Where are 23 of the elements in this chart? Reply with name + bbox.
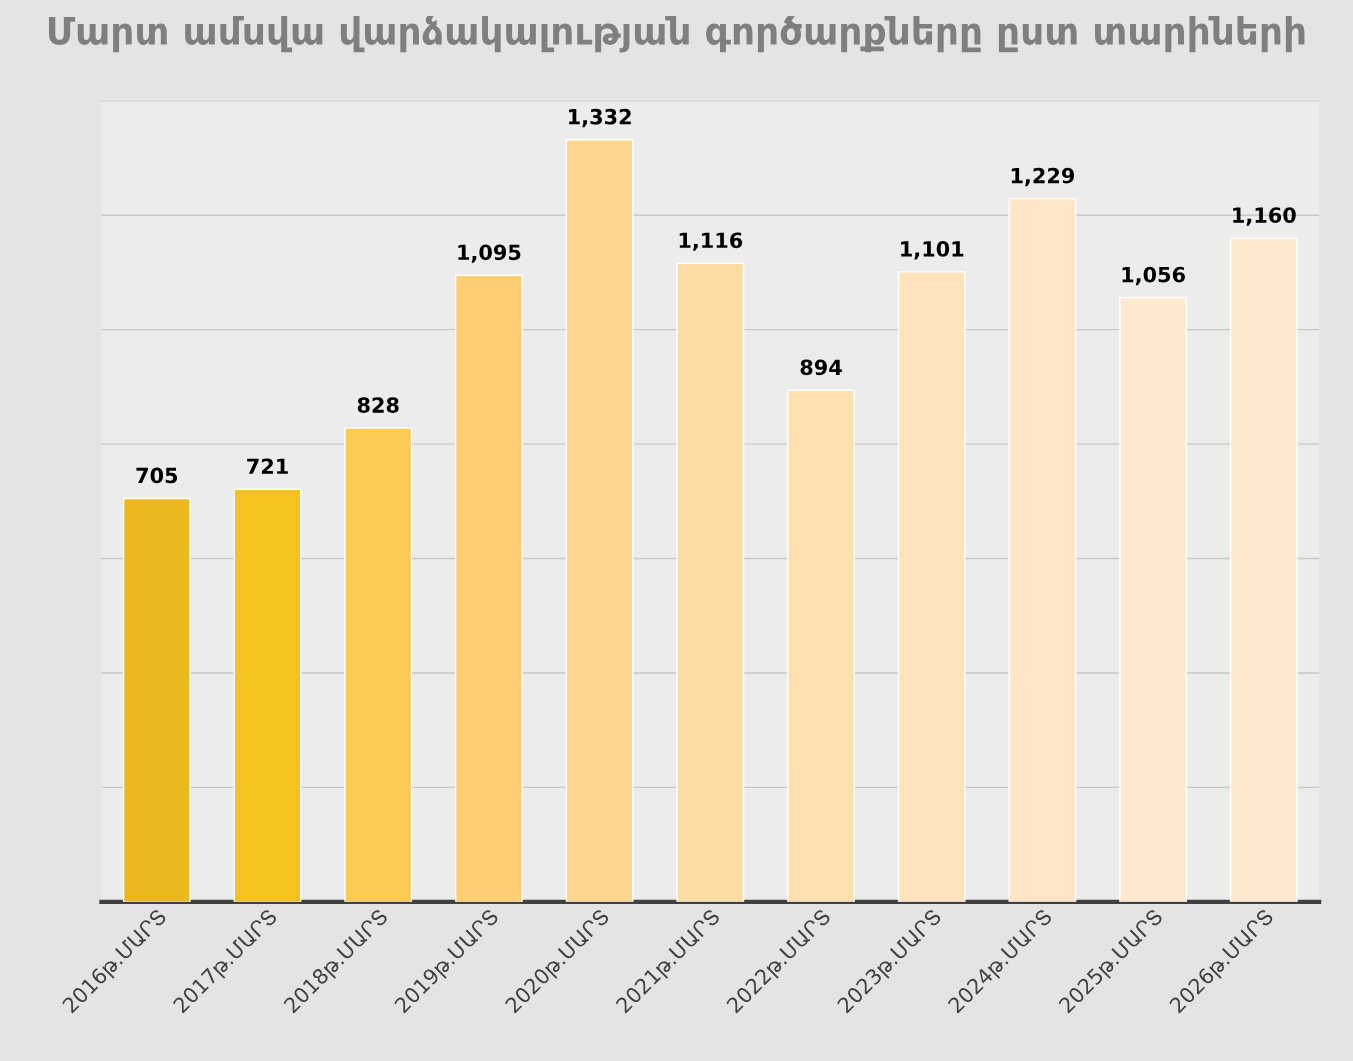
chart-title: Մարտ ամսվա վարձակալության գործարքները ըստ տարիների: [48, 15, 1305, 53]
bar: [455, 274, 523, 902]
bar: [1229, 237, 1298, 902]
bar: [676, 262, 745, 902]
data-label: 705: [136, 467, 178, 484]
bar: [787, 389, 855, 902]
bar: [897, 271, 966, 902]
bar: [565, 139, 634, 902]
data-label: 1,332: [569, 108, 631, 128]
bar: [1008, 197, 1077, 902]
data-label: 1,116: [679, 232, 743, 251]
data-label: 1,095: [458, 244, 521, 263]
data-label: 894: [800, 359, 842, 376]
data-label: 1,229: [1011, 167, 1075, 187]
bar: [344, 427, 413, 902]
data-label: 721: [247, 458, 288, 474]
bar: [122, 497, 191, 902]
data-label: 828: [357, 397, 399, 413]
data-label: 1,056: [1122, 266, 1185, 286]
data-label: 1,160: [1233, 207, 1296, 226]
data-label: 1,101: [901, 240, 964, 260]
bar: [233, 488, 302, 902]
bar: [1119, 296, 1188, 902]
